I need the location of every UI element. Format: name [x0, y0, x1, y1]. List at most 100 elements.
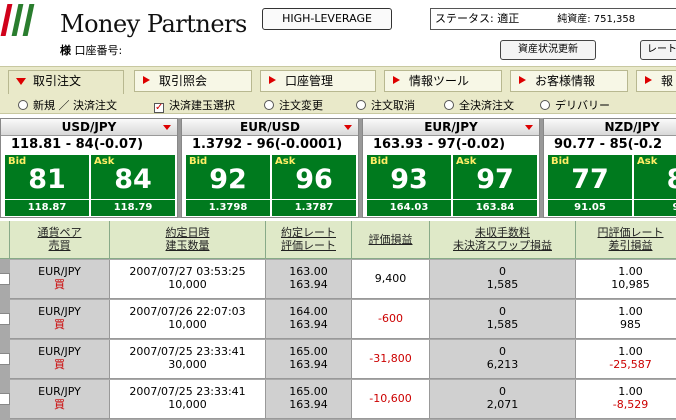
- nav-tab-label: お客様情報: [535, 74, 596, 88]
- bid-button[interactable]: Bid 92: [186, 155, 270, 199]
- column-header[interactable]: 円評価レート 差引損益: [576, 221, 676, 259]
- cell-eval_rate: 163.94: [289, 358, 328, 371]
- cell-trade_rate: 163.00: [289, 265, 328, 278]
- cell-fee: 0: [499, 385, 506, 398]
- cell-net: 10,985: [611, 278, 650, 291]
- subnav-label: 新規 ／ 決済注文: [33, 99, 117, 112]
- ask-price: 8: [666, 164, 676, 195]
- cell-1: 2007/07/25 23:33:41 30,000: [110, 340, 266, 379]
- cell-0: EUR/JPY 買: [10, 380, 110, 419]
- bid-label: Bid: [8, 156, 27, 167]
- subnav-item-1[interactable]: ✓ 決済建玉選択: [154, 97, 235, 113]
- nav-tab-1[interactable]: 取引照会: [134, 70, 252, 92]
- account-honorific: 様: [60, 44, 71, 57]
- document-icon[interactable]: [0, 393, 10, 405]
- header-line-1: 通貨ペア: [37, 226, 82, 239]
- column-header[interactable]: 約定レート 評価レート: [266, 221, 352, 259]
- rate-button[interactable]: レート: [640, 40, 676, 60]
- subnav-item-2[interactable]: 注文変更: [264, 97, 323, 113]
- rate-quote: 118.81 - 84(-0.07): [11, 137, 144, 152]
- cell-eval_rate: 163.94: [289, 398, 328, 411]
- currency-pair: EUR/USD: [240, 120, 300, 134]
- high-leverage-button[interactable]: HIGH-LEVERAGE: [262, 8, 392, 30]
- cell-side: 買: [54, 278, 65, 291]
- status-text: ステータス: 適正: [435, 12, 520, 25]
- cell-trade_rate: 164.00: [289, 305, 328, 318]
- cell-yen_rate: 1.00: [618, 265, 643, 278]
- bid-label: Bid: [370, 156, 389, 167]
- table-row[interactable]: EUR/JPY 買 2007/07/25 23:33:41 10,000 165.00 1…: [0, 380, 676, 419]
- currency-pair: NZD/JPY: [604, 120, 660, 134]
- dropdown-arrow-icon[interactable]: [344, 125, 352, 130]
- dropdown-arrow-icon[interactable]: [525, 125, 533, 130]
- nav-tab-5[interactable]: 報: [636, 70, 676, 92]
- subnav-item-0[interactable]: 新規 ／ 決済注文: [18, 97, 117, 113]
- cell-3: -10,600: [352, 380, 430, 419]
- subnav-item-4[interactable]: 全決済注文: [444, 97, 514, 113]
- sub-nav: 新規 ／ 決済注文 ✓ 決済建玉選択 注文変更 注文取消 全決済注文 デリバリー: [0, 94, 676, 114]
- cell-pair: EUR/JPY: [38, 385, 81, 398]
- bid-button[interactable]: Bid 93: [367, 155, 451, 199]
- subnav-label: 注文取消: [371, 99, 415, 112]
- ask-button[interactable]: Ask 84: [91, 155, 175, 199]
- table-row[interactable]: EUR/JPY 買 2007/07/27 03:53:25 10,000 163.00 1…: [0, 260, 676, 299]
- bid-price: 77: [571, 164, 609, 195]
- column-header[interactable]: 通貨ペア 売買: [10, 221, 110, 259]
- column-header[interactable]: 評価損益: [352, 221, 430, 259]
- arrow-icon: [519, 76, 526, 84]
- nav-tab-2[interactable]: 口座管理: [260, 70, 376, 92]
- rate-panel-header[interactable]: USD/JPY: [1, 119, 177, 136]
- radio-icon: [444, 100, 454, 110]
- header-line-1: 未収手数料: [475, 226, 530, 239]
- rate-panel-header[interactable]: EUR/JPY: [363, 119, 539, 136]
- dropdown-arrow-icon[interactable]: [163, 125, 171, 130]
- subnav-label: デリバリー: [555, 99, 610, 112]
- rate-panel-header[interactable]: NZD/JPY: [544, 119, 676, 136]
- document-icon[interactable]: [0, 353, 10, 365]
- cell-datetime: 2007/07/27 03:53:25: [129, 265, 246, 278]
- cell-net: -25,587: [609, 358, 652, 371]
- positions-table: 通貨ペア 売買 約定日時 建玉数量 約定レート 評価レート 評価損益 未収手数料 未決済スワップ…: [0, 221, 676, 420]
- rate-quote: 90.77 - 85(-0.2: [554, 137, 663, 152]
- column-header[interactable]: 未収手数料 未決済スワップ損益: [430, 221, 576, 259]
- rate-quote: 1.3792 - 96(-0.0001): [192, 137, 343, 152]
- document-icon[interactable]: [0, 313, 10, 325]
- table-row[interactable]: EUR/JPY 買 2007/07/25 23:33:41 30,000 165.00 1…: [0, 340, 676, 379]
- rate-panel-header[interactable]: EUR/USD: [182, 119, 358, 136]
- cell-swap: 1,585: [486, 318, 519, 331]
- document-icon[interactable]: [0, 273, 10, 285]
- ask-button[interactable]: Ask 97: [453, 155, 537, 199]
- ask-button[interactable]: Ask 96: [272, 155, 356, 199]
- table-row[interactable]: EUR/JPY 買 2007/07/26 22:07:03 10,000 164.00 1…: [0, 300, 676, 339]
- bid-button[interactable]: Bid 77: [548, 155, 632, 199]
- rate-quote: 163.93 - 97(-0.02): [373, 137, 506, 152]
- ask-sub-price: 163.84: [453, 200, 537, 216]
- subnav-label: 全決済注文: [459, 99, 514, 112]
- rate-panel: EUR/USD 1.3792 - 96(-0.0001) Bid 92 1.3798 As…: [181, 118, 359, 218]
- cell-pair: EUR/JPY: [38, 265, 81, 278]
- bid-label: Bid: [189, 156, 208, 167]
- cell-2: 163.00 163.94: [266, 260, 352, 299]
- nav-tab-4[interactable]: お客様情報: [510, 70, 628, 92]
- ask-sub-price: 9: [634, 200, 676, 216]
- logo-stripe: [11, 4, 24, 36]
- nav-tab-3[interactable]: 情報ツール: [384, 70, 502, 92]
- header-line-2: 差引損益: [608, 239, 653, 252]
- main-nav: 取引注文 取引照会 口座管理 情報ツール お客様情報 報: [0, 66, 676, 95]
- subnav-item-5[interactable]: デリバリー: [540, 97, 610, 113]
- cell-fee: 0: [499, 265, 506, 278]
- nav-tab-label: 情報ツール: [409, 74, 470, 88]
- nav-tab-0[interactable]: 取引注文: [8, 70, 124, 95]
- cell-1: 2007/07/27 03:53:25 10,000: [110, 260, 266, 299]
- brand-logo: Money Partners: [60, 10, 247, 38]
- cell-2: 165.00 163.94: [266, 380, 352, 419]
- bid-sub-price: 1.3798: [186, 200, 270, 216]
- column-header[interactable]: 約定日時 建玉数量: [110, 221, 266, 259]
- refresh-assets-button[interactable]: 資産状況更新: [500, 40, 596, 60]
- bid-button[interactable]: Bid 81: [5, 155, 89, 199]
- rate-panels: USD/JPY 118.81 - 84(-0.07) Bid 81 118.87 Ask 8…: [0, 118, 676, 218]
- subnav-item-3[interactable]: 注文取消: [356, 97, 415, 113]
- cell-side: 買: [54, 398, 65, 411]
- checkbox-icon: ✓: [154, 102, 164, 113]
- ask-button[interactable]: Ask 8: [634, 155, 676, 199]
